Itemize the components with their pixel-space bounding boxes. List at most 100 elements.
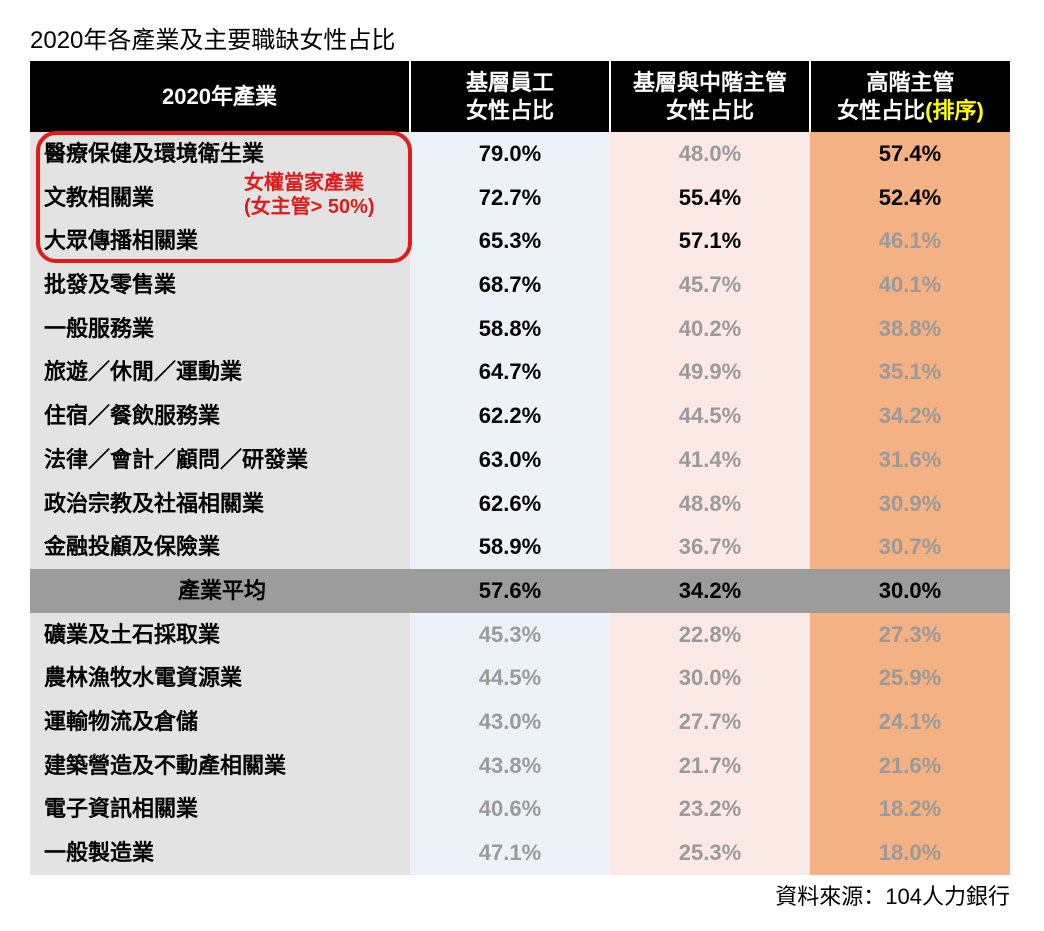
value-cell: 40.6% [410, 787, 610, 831]
value-text: 30.0% [679, 665, 741, 690]
table-row: 建築營造及不動產相關業43.8%21.7%21.6% [30, 744, 1010, 788]
table-row: 金融投顧及保險業58.9% 36.7% 30.7% [30, 525, 1010, 569]
value-cell: 36.7% [610, 525, 810, 569]
value-text: 18.0% [879, 840, 941, 865]
table-row: 旅遊／休閒／運動業64.7%49.9%35.1% [30, 350, 1010, 394]
value-text: 40.6% [479, 796, 541, 821]
industry-name: 批發及零售業 [30, 263, 410, 307]
value-cell: 52.4% [810, 176, 1010, 220]
value-cell: 21.6% [810, 744, 1010, 788]
value-cell: 23.2% [610, 787, 810, 831]
value-text: 44.5% [479, 665, 541, 690]
header-col2-l1: 基層與中階主管 [633, 70, 787, 95]
header-col1: 基層員工 女性占比 [410, 61, 610, 132]
table-row: 一般製造業 47.1% 25.3% 18.0% [30, 831, 1010, 875]
industry-name: 大眾傳播相關業 [30, 219, 410, 263]
value-text: 46.1% [879, 228, 941, 253]
value-text: 57.1% [679, 228, 741, 253]
header-col3-l2a: 女性占比 [837, 98, 925, 123]
value-text: 18.2% [879, 796, 941, 821]
header-col1-l2: 女性占比 [466, 98, 554, 123]
value-cell: 38.8% [810, 307, 1010, 351]
header-col2: 基層與中階主管 女性占比 [610, 61, 810, 132]
average-label: 產業平均 [30, 569, 410, 613]
table-container: 2020年產業 基層員工 女性占比 基層與中階主管 女性占比 高階主管 女性占比… [30, 61, 1010, 875]
value-cell: 63.0% [410, 438, 610, 482]
industry-name: 一般製造業 [30, 831, 410, 875]
value-cell: 34.2% [810, 394, 1010, 438]
industry-name: 建築營造及不動產相關業 [30, 744, 410, 788]
value-cell: 68.7% [410, 263, 610, 307]
industry-name: 一般服務業 [30, 307, 410, 351]
industry-name: 文教相關業 [30, 176, 410, 220]
header-col3-l1: 高階主管 [866, 70, 954, 95]
value-text: 35.1% [879, 359, 941, 384]
value-text: 30.9% [879, 491, 941, 516]
value-text: 68.7% [479, 272, 541, 297]
table-row: 一般服務業58.8%40.2%38.8% [30, 307, 1010, 351]
value-cell: 44.5% [410, 656, 610, 700]
value-text: 64.7% [479, 359, 541, 384]
value-cell: 58.8% [410, 307, 610, 351]
value-text: 30.7% [879, 534, 941, 559]
industry-name: 金融投顧及保險業 [30, 525, 410, 569]
table-body: 醫療保健及環境衛生業79.0%48.0%57.4%文教相關業72.7%55.4%… [30, 132, 1010, 875]
value-text: 21.6% [879, 753, 941, 778]
value-cell: 18.2% [810, 787, 1010, 831]
value-text: 34.2% [879, 403, 941, 428]
table-row: 醫療保健及環境衛生業79.0%48.0%57.4% [30, 132, 1010, 176]
value-cell: 24.1% [810, 700, 1010, 744]
industry-name: 政治宗教及社福相關業 [30, 482, 410, 526]
value-cell: 25.9% [810, 656, 1010, 700]
value-cell: 27.3% [810, 613, 1010, 657]
value-cell: 64.7% [410, 350, 610, 394]
value-text: 36.7% [679, 534, 741, 559]
value-text: 45.3% [479, 622, 541, 647]
table-row: 批發及零售業68.7%45.7%40.1% [30, 263, 1010, 307]
value-text: 24.1% [879, 709, 941, 734]
value-text: 27.3% [879, 622, 941, 647]
table-row: 電子資訊相關業40.6%23.2%18.2% [30, 787, 1010, 831]
table-row: 文教相關業72.7%55.4%52.4% [30, 176, 1010, 220]
value-cell: 27.7% [610, 700, 810, 744]
industry-name: 礦業及土石採取業 [30, 613, 410, 657]
value-text: 79.0% [479, 141, 541, 166]
table-row: 法律／會計／顧問／研發業63.0%41.4%31.6% [30, 438, 1010, 482]
value-text: 57.4% [879, 141, 941, 166]
value-cell: 40.1% [810, 263, 1010, 307]
data-source: 資料來源：104人力銀行 [30, 879, 1010, 911]
value-cell: 31.6% [810, 438, 1010, 482]
value-cell: 30.0% [610, 656, 810, 700]
value-cell: 30.9% [810, 482, 1010, 526]
value-text: 58.8% [479, 316, 541, 341]
value-text: 49.9% [679, 359, 741, 384]
value-text: 57.6% [479, 578, 541, 603]
page-title: 2020年各產業及主要職缺女性占比 [30, 20, 1014, 55]
value-cell: 62.2% [410, 394, 610, 438]
value-text: 48.8% [679, 491, 741, 516]
value-cell: 46.1% [810, 219, 1010, 263]
value-cell: 21.7% [610, 744, 810, 788]
value-text: 63.0% [479, 447, 541, 472]
value-text: 41.4% [679, 447, 741, 472]
value-text: 52.4% [879, 185, 941, 210]
value-text: 47.1% [479, 840, 541, 865]
value-text: 25.9% [879, 665, 941, 690]
value-cell: 18.0% [810, 831, 1010, 875]
value-cell: 58.9% [410, 525, 610, 569]
value-text: 44.5% [679, 403, 741, 428]
industry-name: 農林漁牧水電資源業 [30, 656, 410, 700]
value-text: 23.2% [679, 796, 741, 821]
value-cell: 55.4% [610, 176, 810, 220]
value-text: 38.8% [879, 316, 941, 341]
industry-table: 2020年產業 基層員工 女性占比 基層與中階主管 女性占比 高階主管 女性占比… [30, 61, 1010, 875]
value-text: 25.3% [679, 840, 741, 865]
value-text: 48.0% [679, 141, 741, 166]
industry-name: 住宿／餐飲服務業 [30, 394, 410, 438]
table-row: 大眾傳播相關業65.3%57.1%46.1% [30, 219, 1010, 263]
header-col1-l1: 基層員工 [466, 70, 554, 95]
table-row: 礦業及土石採取業45.3%22.8%27.3% [30, 613, 1010, 657]
value-cell: 62.6% [410, 482, 610, 526]
value-cell: 48.0% [610, 132, 810, 176]
value-text: 27.7% [679, 709, 741, 734]
